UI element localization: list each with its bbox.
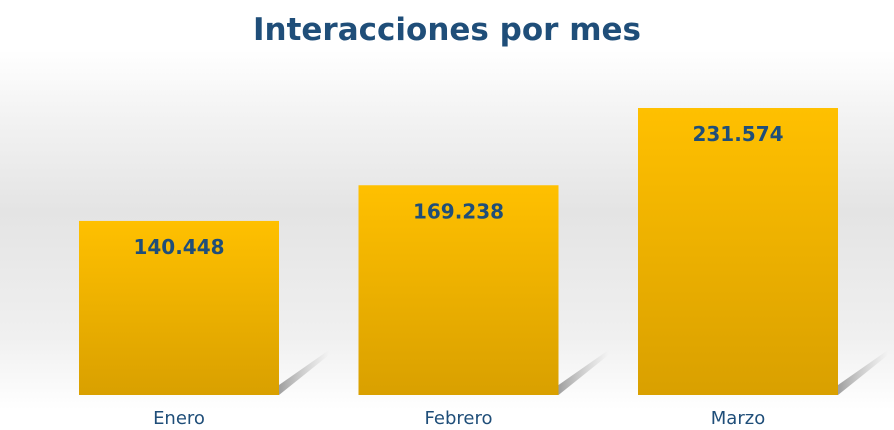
chart-title: Interacciones por mes xyxy=(253,12,641,48)
bar xyxy=(638,108,838,395)
bar xyxy=(358,185,559,395)
bar-shadow xyxy=(838,350,888,395)
value-label: 169.238 xyxy=(413,199,504,223)
bar-shadow xyxy=(279,350,329,395)
bar xyxy=(79,220,279,395)
x-tick-label: Enero xyxy=(153,408,205,429)
value-label: 231.574 xyxy=(692,122,783,146)
value-label: 140.448 xyxy=(133,235,224,259)
x-tick-label: Marzo xyxy=(711,408,765,429)
bar-shadow xyxy=(558,350,609,395)
x-tick-label: Febrero xyxy=(425,408,493,429)
